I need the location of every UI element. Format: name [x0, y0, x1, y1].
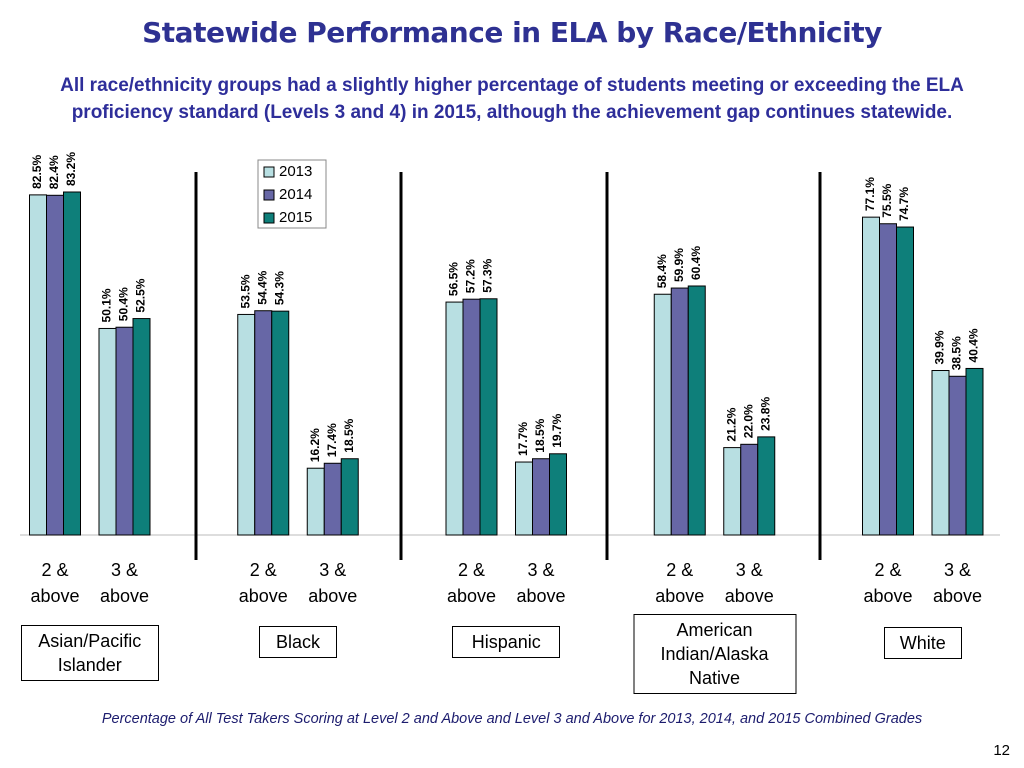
legend-label: 2014 [279, 186, 312, 203]
bar [323, 462, 342, 536]
bar [254, 310, 273, 536]
value-label: 18.5% [533, 418, 547, 452]
bar [532, 458, 550, 536]
value-label: 75.5% [880, 183, 894, 217]
value-label: 54.3% [272, 271, 286, 305]
value-label: 52.5% [134, 278, 148, 312]
value-label: 77.1% [863, 177, 877, 211]
value-label: 82.5% [30, 155, 44, 189]
footnote: Percentage of All Test Takers Scoring at… [101, 711, 923, 727]
bar [445, 301, 464, 536]
value-label: 56.5% [447, 262, 461, 296]
x-tick-label: 3 & above [99, 560, 150, 606]
legend-swatch [263, 166, 275, 178]
x-tick-label: 3 & above [308, 560, 358, 606]
value-label: 58.4% [655, 254, 669, 288]
bar [965, 367, 984, 536]
x-tick-label: 3 & above [724, 560, 774, 606]
value-label: 17.7% [516, 422, 530, 456]
group-label: White [883, 627, 962, 659]
bar [931, 370, 950, 536]
value-label: 57.2% [464, 259, 478, 293]
value-label: 82.4% [47, 155, 61, 189]
bar [948, 375, 967, 536]
bar [670, 287, 689, 536]
value-label: 57.3% [481, 258, 495, 292]
value-label: 50.4% [117, 287, 131, 321]
chart-subtitle: All race/ethnicity groups had a slightly… [60, 75, 964, 123]
value-label: 38.5% [950, 336, 964, 370]
value-label: 54.4% [255, 270, 269, 304]
value-label: 83.2% [64, 152, 78, 186]
bar [462, 298, 481, 536]
value-label: 17.4% [325, 423, 339, 457]
group-label: Black [259, 626, 337, 658]
legend-label: 2015 [279, 209, 312, 226]
value-label: 16.2% [308, 428, 322, 462]
bar [340, 458, 359, 536]
value-label: 18.5% [342, 418, 356, 452]
value-label: 40.4% [967, 328, 981, 362]
bar [896, 226, 914, 536]
bar [98, 327, 117, 536]
value-label: 39.9% [933, 330, 947, 364]
value-label: 53.5% [238, 274, 252, 308]
bar [29, 194, 47, 536]
chart-title: Statewide Performance in ELA by Race/Eth… [142, 16, 882, 49]
bar [740, 443, 759, 536]
bar [115, 326, 134, 536]
x-tick-label: 3 & above [516, 560, 566, 606]
value-label: 74.7% [897, 187, 911, 221]
value-label: 23.8% [758, 397, 772, 431]
value-label: 22.0% [741, 404, 755, 438]
bar [653, 293, 672, 536]
value-label: 59.9% [672, 248, 686, 282]
bar [306, 467, 325, 536]
x-tick-label: 2 & above [446, 560, 497, 606]
bar [549, 453, 567, 536]
x-tick-label: 2 & above [30, 560, 80, 606]
value-label: 21.2% [724, 407, 738, 441]
bar [132, 318, 151, 536]
bar [237, 313, 256, 536]
value-label: 19.7% [550, 413, 564, 447]
bar [723, 447, 742, 536]
group-label: American Indian/Alaska Native [633, 614, 796, 694]
legend-swatch [263, 212, 275, 224]
x-tick-label: 2 & above [863, 560, 913, 606]
bar [757, 436, 776, 536]
x-tick-label: 2 & above [238, 560, 288, 606]
x-tick-label: 3 & above [932, 560, 983, 606]
legend-label: 2013 [279, 163, 312, 180]
value-label: 60.4% [689, 246, 703, 280]
bar [271, 310, 290, 536]
bar [46, 194, 64, 536]
group-label: Hispanic [452, 626, 561, 658]
bar [479, 298, 498, 536]
bar [879, 223, 897, 536]
value-label: 50.1% [100, 288, 114, 322]
group-label: Asian/Pacific Islander [20, 625, 159, 681]
bar [63, 191, 81, 536]
page-number: 12 [993, 742, 1010, 759]
x-tick-label: 2 & above [655, 560, 705, 606]
bar [862, 216, 880, 536]
bar [515, 461, 533, 536]
bar [687, 285, 706, 536]
legend-swatch [263, 189, 275, 201]
